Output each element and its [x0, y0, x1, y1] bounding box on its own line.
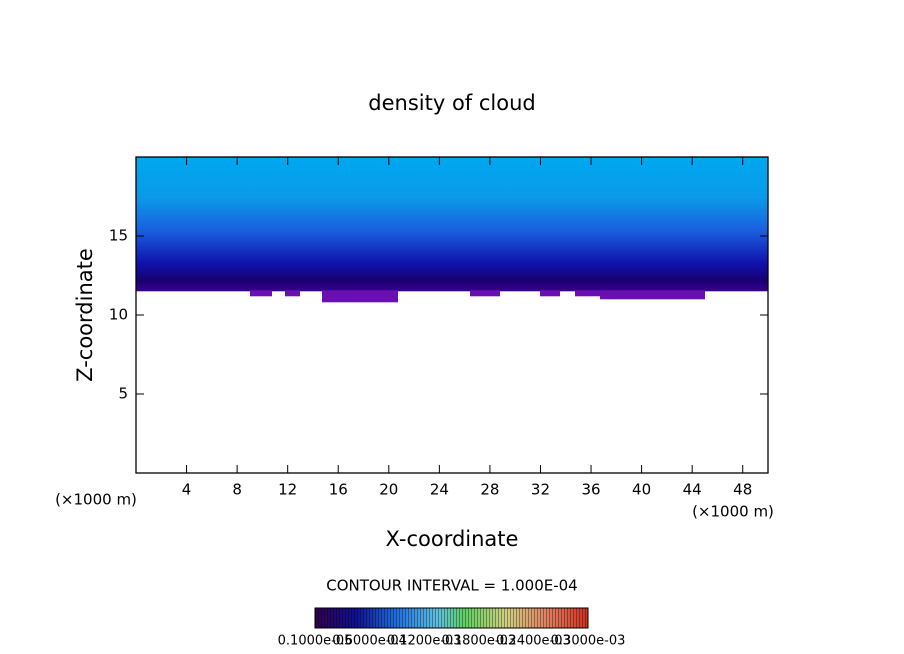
- cloud-fringe: [250, 290, 272, 297]
- x-unit-left: (×1000 m): [55, 491, 137, 509]
- x-tick-label: 20: [379, 481, 398, 499]
- contour-interval: CONTOUR INTERVAL = 1.000E-04: [326, 577, 577, 595]
- chart-title: density of cloud: [368, 91, 535, 115]
- x-tick-label: 16: [329, 481, 348, 499]
- cloud-fringe: [322, 290, 398, 303]
- x-tick-label: 40: [632, 481, 651, 499]
- x-tick-label: 32: [531, 481, 550, 499]
- x-axis-label: X-coordinate: [386, 527, 519, 551]
- colorbar-label: 0.2400e-03: [496, 634, 571, 649]
- cloud-fringe: [540, 290, 560, 297]
- x-tick-label: 44: [683, 481, 702, 499]
- y-tick-label: 15: [109, 227, 128, 245]
- colorbar-label: 0.1200e-03: [387, 634, 462, 649]
- colorbar-frame: [314, 607, 589, 629]
- y-tick-label: 10: [109, 306, 128, 324]
- cloud-fringe: [285, 290, 300, 297]
- colorbar-label: 0.3000e-03: [551, 634, 626, 649]
- cloud-fringe: [575, 290, 600, 297]
- x-tick-label: 8: [232, 481, 242, 499]
- cloud-fringe: [600, 290, 705, 300]
- y-tick-label: 5: [118, 385, 128, 403]
- x-tick-label: 28: [480, 481, 499, 499]
- x-tick-label: 12: [278, 481, 297, 499]
- x-tick-label: 36: [581, 481, 600, 499]
- colorbar-label: 0.1800e-03: [441, 634, 516, 649]
- y-axis-label: Z-coordinate: [73, 248, 97, 382]
- x-tick-label: 4: [182, 481, 192, 499]
- x-tick-label: 24: [430, 481, 449, 499]
- cloud-field: [136, 157, 768, 292]
- x-tick-label: 48: [733, 481, 752, 499]
- colorbar-label: 0.1000e-05: [278, 634, 353, 649]
- colorbar-label: 0.6000e-04: [332, 634, 407, 649]
- x-unit-right: (×1000 m): [692, 503, 774, 521]
- cloud-fringe: [470, 290, 500, 297]
